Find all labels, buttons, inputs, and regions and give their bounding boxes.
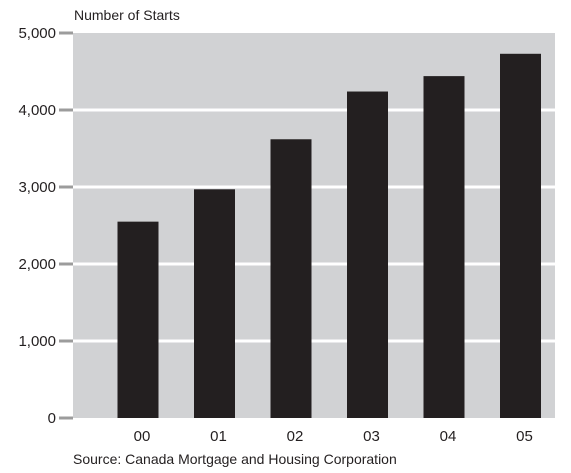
bar-02 [270, 139, 312, 418]
bar-01 [194, 189, 235, 418]
source-note: Source: Canada Mortgage and Housing Corp… [73, 451, 397, 467]
y-tick-label: 1,000 [18, 333, 56, 350]
x-tick-label: 00 [134, 428, 151, 445]
bar-03 [347, 91, 388, 419]
y-tick-label: 4,000 [18, 102, 56, 119]
x-tick-label: 04 [440, 428, 457, 445]
bars [117, 53, 541, 419]
y-axis-label: Number of Starts [74, 7, 180, 23]
x-axis-ticks: 00 01 02 03 04 05 [134, 428, 533, 445]
x-tick-label: 05 [516, 428, 533, 445]
x-tick-label: 03 [363, 428, 380, 445]
y-axis-ticks: 0 1,000 2,000 3,000 4,000 5,000 [18, 25, 73, 427]
y-tick-label: 3,000 [18, 179, 56, 196]
bar-05 [500, 53, 541, 418]
x-tick-label: 01 [210, 428, 227, 445]
x-tick-label: 02 [287, 428, 304, 445]
y-tick-label: 2,000 [18, 256, 56, 273]
bar-04 [423, 76, 465, 419]
bar-00 [117, 221, 159, 418]
y-tick-label: 5,000 [18, 25, 56, 42]
y-tick-label: 0 [48, 410, 56, 427]
